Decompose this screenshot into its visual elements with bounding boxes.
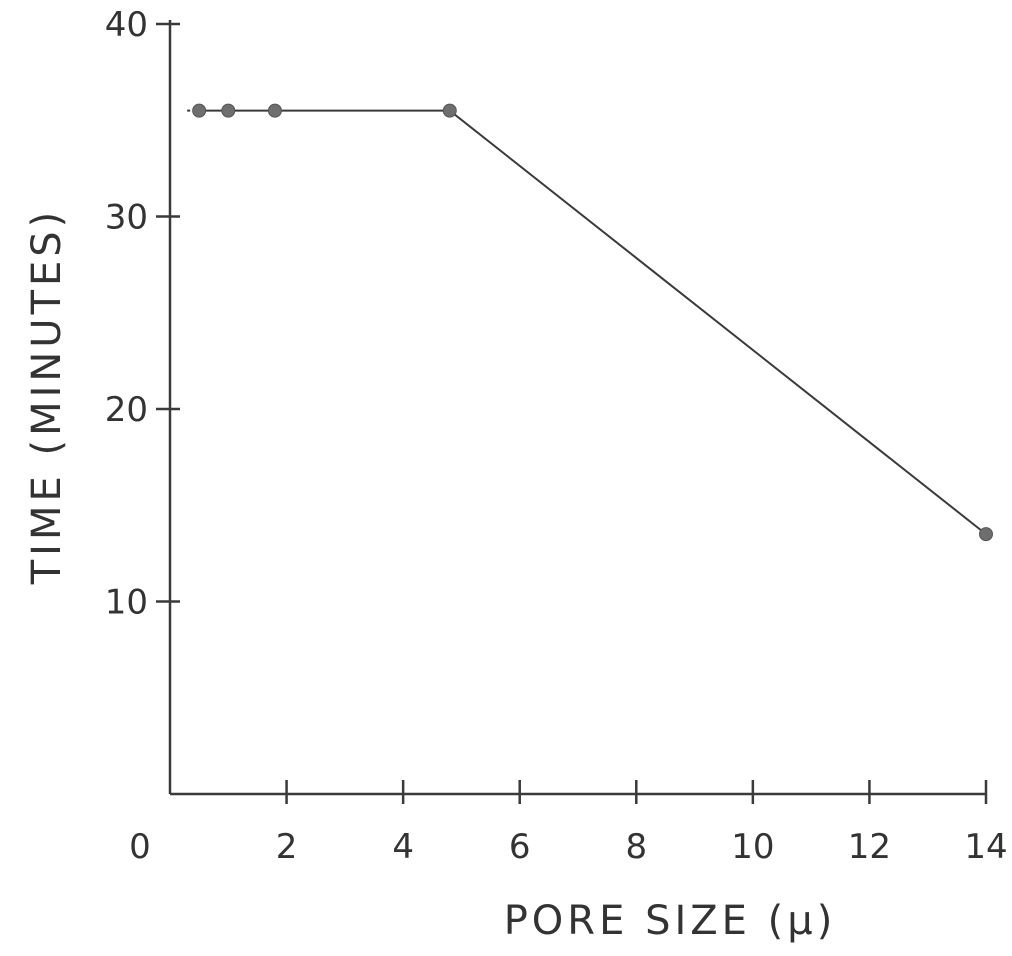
y-tick-label: 30 [105, 198, 148, 238]
series-line [199, 109, 987, 535]
data-point [221, 103, 236, 118]
y-tick-label: 40 [105, 5, 148, 45]
x-ticks: 0 2 4 6 8 10 12 14 [129, 780, 1008, 867]
x-tick-label: 8 [625, 827, 647, 867]
x-tick-label: 2 [276, 827, 298, 867]
y-axis-title: TIME (MINUTES) [24, 208, 70, 586]
x-axis-title: PORE SIZE (μ) [504, 898, 837, 944]
x-tick-label: 4 [392, 827, 414, 867]
axes [168, 20, 986, 796]
data-point [267, 103, 282, 118]
x-tick-label: 12 [848, 827, 891, 867]
y-tick-label: 20 [105, 390, 148, 430]
x-tick-label: 14 [964, 827, 1007, 867]
data-point [442, 103, 457, 118]
series-layer [187, 103, 993, 542]
data-point [192, 103, 207, 118]
y-ticks: 10 20 30 40 [105, 5, 180, 623]
y-tick-label: 10 [105, 583, 148, 623]
x-tick-label: 10 [731, 827, 774, 867]
data-point [979, 527, 993, 542]
x-tick-label: 0 [129, 827, 151, 867]
x-tick-label: 6 [509, 827, 531, 867]
